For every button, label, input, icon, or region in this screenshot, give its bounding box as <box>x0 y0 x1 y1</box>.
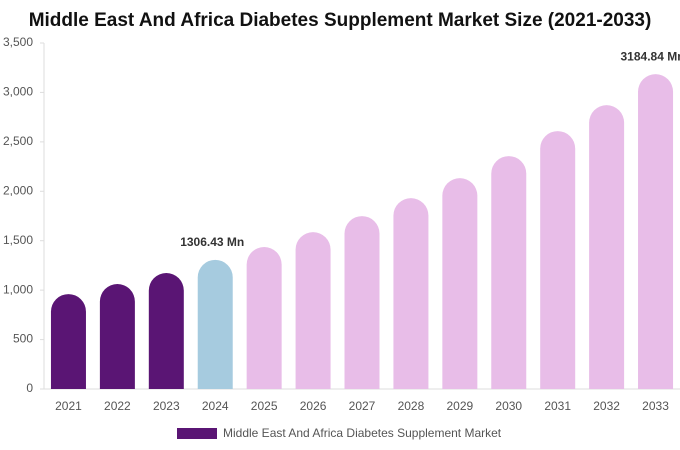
x-tick-label: 2022 <box>104 399 131 413</box>
x-tick-label: 2030 <box>495 399 522 413</box>
value-label: 1306.43 Mn <box>180 235 244 249</box>
y-tick-label: 1,000 <box>3 282 33 296</box>
x-tick-label: 2033 <box>642 399 669 413</box>
x-tick-label: 2032 <box>593 399 620 413</box>
value-label: 3184.84 Mn <box>621 49 680 63</box>
x-tick-label: 2023 <box>153 399 180 413</box>
y-tick-label: 3,500 <box>3 35 33 49</box>
y-tick-label: 2,000 <box>3 183 33 197</box>
x-tick-label: 2027 <box>349 399 376 413</box>
bar <box>393 198 429 389</box>
x-tick-label: 2021 <box>55 399 82 413</box>
x-tick-label: 2029 <box>446 399 473 413</box>
chart-title: Middle East And Africa Diabetes Suppleme… <box>29 10 652 31</box>
legend-label: Middle East And Africa Diabetes Suppleme… <box>223 426 502 440</box>
x-tick-label: 2028 <box>398 399 425 413</box>
x-tick-label: 2025 <box>251 399 278 413</box>
bar <box>589 105 625 389</box>
bar <box>442 178 478 389</box>
y-tick-label: 500 <box>13 332 33 346</box>
bar <box>197 259 233 389</box>
bar <box>246 247 282 389</box>
legend-swatch <box>177 428 217 439</box>
y-tick-label: 1,500 <box>3 233 33 247</box>
y-tick-label: 2,500 <box>3 134 33 148</box>
y-tick-label: 3,000 <box>3 85 33 99</box>
bar <box>540 131 576 389</box>
bar <box>295 232 331 389</box>
bar <box>50 294 86 389</box>
x-tick-label: 2024 <box>202 399 229 413</box>
bar <box>638 74 674 389</box>
bar <box>344 216 380 389</box>
y-tick-label: 0 <box>26 381 33 395</box>
x-tick-label: 2026 <box>300 399 327 413</box>
bar <box>491 156 527 389</box>
bar <box>99 284 135 389</box>
bar <box>148 273 184 389</box>
x-tick-label: 2031 <box>544 399 571 413</box>
